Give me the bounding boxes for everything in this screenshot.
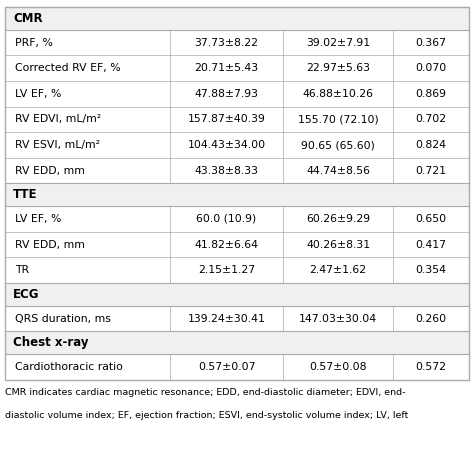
Text: 41.82±6.64: 41.82±6.64 <box>194 239 258 250</box>
Text: 37.73±8.22: 37.73±8.22 <box>194 37 258 48</box>
Bar <box>5 55 469 81</box>
Text: LV EF, %: LV EF, % <box>15 89 62 99</box>
Text: 0.869: 0.869 <box>415 89 447 99</box>
Text: 0.572: 0.572 <box>415 362 447 372</box>
Text: RV EDD, mm: RV EDD, mm <box>15 239 85 250</box>
Bar <box>5 183 469 206</box>
Bar <box>5 354 469 380</box>
Text: 44.74±8.56: 44.74±8.56 <box>306 165 370 176</box>
Text: 2.47±1.62: 2.47±1.62 <box>310 265 366 275</box>
Text: 90.65 (65.60): 90.65 (65.60) <box>301 140 375 150</box>
Text: TR: TR <box>15 265 29 275</box>
Text: 40.26±8.31: 40.26±8.31 <box>306 239 370 250</box>
Text: CMR: CMR <box>13 12 43 25</box>
Text: Cardiothoracic ratio: Cardiothoracic ratio <box>15 362 123 372</box>
Bar <box>5 306 469 331</box>
Text: 2.15±1.27: 2.15±1.27 <box>198 265 255 275</box>
Text: Corrected RV EF, %: Corrected RV EF, % <box>15 63 121 73</box>
Text: 39.02±7.91: 39.02±7.91 <box>306 37 370 48</box>
Text: 0.57±0.08: 0.57±0.08 <box>309 362 367 372</box>
Bar <box>5 206 469 232</box>
Bar <box>5 331 469 354</box>
Bar <box>5 81 469 107</box>
Text: TTE: TTE <box>13 188 38 201</box>
Text: 20.71±5.43: 20.71±5.43 <box>194 63 259 73</box>
Text: 0.57±0.07: 0.57±0.07 <box>198 362 255 372</box>
Bar <box>5 7 469 380</box>
Text: 0.702: 0.702 <box>415 114 447 125</box>
Text: CMR indicates cardiac magnetic resonance; EDD, end-diastolic diameter; EDVI, end: CMR indicates cardiac magnetic resonance… <box>5 388 405 397</box>
Text: 104.43±34.00: 104.43±34.00 <box>188 140 265 150</box>
Text: 0.070: 0.070 <box>415 63 447 73</box>
Text: 0.824: 0.824 <box>415 140 447 150</box>
Text: PRF, %: PRF, % <box>15 37 53 48</box>
Bar <box>5 30 469 55</box>
Text: 0.650: 0.650 <box>415 214 447 224</box>
Text: 157.87±40.39: 157.87±40.39 <box>188 114 265 125</box>
Bar <box>5 257 469 283</box>
Text: LV EF, %: LV EF, % <box>15 214 62 224</box>
Bar <box>5 132 469 158</box>
Text: RV EDVI, mL/m²: RV EDVI, mL/m² <box>15 114 101 125</box>
Bar <box>5 7 469 30</box>
Text: 0.260: 0.260 <box>415 313 447 324</box>
Text: 0.367: 0.367 <box>415 37 447 48</box>
Text: Chest x-ray: Chest x-ray <box>13 336 89 349</box>
Text: 60.0 (10.9): 60.0 (10.9) <box>196 214 257 224</box>
Text: 43.38±8.33: 43.38±8.33 <box>194 165 258 176</box>
Text: QRS duration, ms: QRS duration, ms <box>15 313 111 324</box>
Text: ECG: ECG <box>13 288 40 301</box>
Text: diastolic volume index; EF, ejection fraction; ESVI, end-systolic volume index; : diastolic volume index; EF, ejection fra… <box>5 411 408 420</box>
Bar <box>5 158 469 183</box>
Text: RV ESVI, mL/m²: RV ESVI, mL/m² <box>15 140 100 150</box>
Text: 147.03±30.04: 147.03±30.04 <box>299 313 377 324</box>
Text: 0.721: 0.721 <box>415 165 447 176</box>
Text: 47.88±7.93: 47.88±7.93 <box>194 89 258 99</box>
Text: 0.417: 0.417 <box>415 239 447 250</box>
Text: RV EDD, mm: RV EDD, mm <box>15 165 85 176</box>
Text: 139.24±30.41: 139.24±30.41 <box>188 313 265 324</box>
Bar <box>5 232 469 257</box>
Text: 0.354: 0.354 <box>415 265 447 275</box>
Text: 22.97±5.63: 22.97±5.63 <box>306 63 370 73</box>
Text: 155.70 (72.10): 155.70 (72.10) <box>298 114 378 125</box>
Bar <box>5 283 469 306</box>
Text: 60.26±9.29: 60.26±9.29 <box>306 214 370 224</box>
Text: 46.88±10.26: 46.88±10.26 <box>302 89 374 99</box>
Bar <box>5 107 469 132</box>
